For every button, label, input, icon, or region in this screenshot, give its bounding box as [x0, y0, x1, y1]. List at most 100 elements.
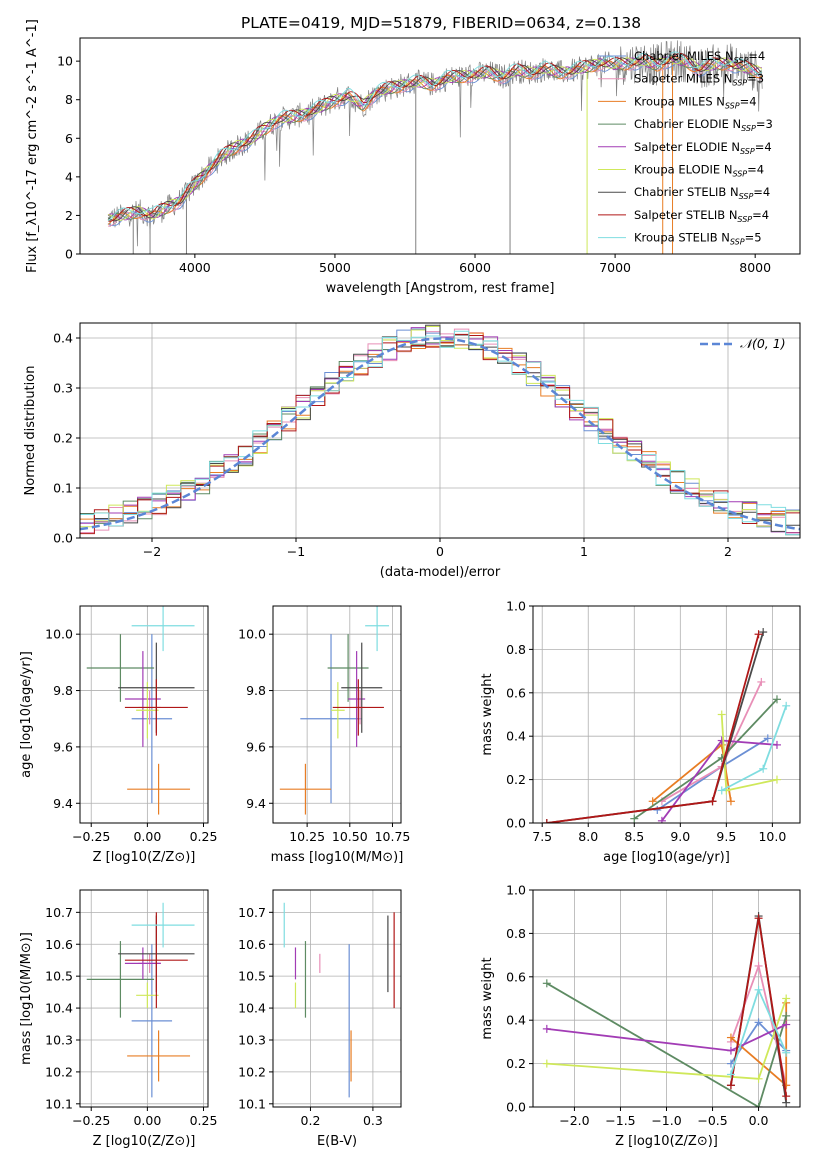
x-tick-label: 0.2: [301, 1113, 321, 1128]
errorbar-point: [365, 606, 390, 652]
x-tick-label: −1.5: [605, 1113, 635, 1128]
x-tick-label: 10.75: [375, 829, 411, 844]
mass-weight-marker: [754, 985, 763, 994]
legend-entry: Chabrier MILES NSSP=4: [634, 49, 765, 65]
x-tick-label: −2: [143, 544, 161, 559]
y-axis-label: mass [log10(M/M⊙)]: [19, 932, 34, 1065]
y-tick-label: 0: [65, 247, 73, 262]
x-axis-label: (data-model)/error: [380, 565, 501, 580]
errorbar-point: [131, 606, 195, 652]
panel-massweight_vs_age: 7.5 8.0 8.5 9.0 9.5 10.0 0.0 0.2 0.4 0.6 0.8 1.0 age…: [480, 599, 801, 865]
mass-weight-marker: [782, 1020, 791, 1029]
mass-weight-marker: [726, 1033, 735, 1042]
plot-area: [86, 606, 195, 815]
plot-area: [107, 40, 763, 254]
plot-area: [542, 628, 791, 823]
mass-weight-marker: [782, 994, 791, 1003]
y-tick-label: 10.3: [238, 1032, 266, 1047]
x-tick-label: 0.00: [133, 1113, 161, 1128]
x-tick-label: 7.5: [532, 829, 552, 844]
mass-weight-marker: [726, 1046, 735, 1055]
axes-frame: [272, 889, 402, 1108]
y-tick-label: 10.7: [45, 905, 73, 920]
axes-frame: [79, 605, 209, 824]
mass-weight-marker: [757, 677, 766, 686]
mass-weight-line: [652, 743, 732, 802]
errorbar-point: [131, 634, 173, 804]
panel-age_vs_mass: 10.25 10.50 10.75 9.4 9.6 9.8 10.0 mass [log10(…: [238, 605, 411, 865]
x-tick-label: 0.25: [190, 829, 218, 844]
errorbar-point: [300, 634, 362, 804]
y-axis-label: Flux [f_λ10^-17 erg cm^-2 s^-1 A^-1]: [25, 19, 40, 273]
y-tick-label: 9.4: [53, 796, 73, 811]
legend-entry: 𝒩(0, 1): [740, 336, 786, 351]
y-tick-label: 0.8: [506, 642, 526, 657]
plot-area: [542, 912, 791, 1107]
y-tick-label: 1.0: [506, 599, 526, 614]
mass-weight-marker: [542, 1059, 551, 1068]
mass-weight-marker: [754, 914, 763, 923]
mass-weight-marker: [754, 961, 763, 970]
mass-weight-marker: [657, 816, 666, 823]
x-tick-label: −1.0: [651, 1113, 681, 1128]
legend-entry: Salpeter MILES NSSP=3: [634, 72, 764, 88]
model-fit-line: [107, 56, 762, 221]
panel-mass_vs_Z: −0.25 0.00 0.25 10.1 10.2 10.3 10.4 10.5 10.6 10.…: [19, 889, 217, 1149]
panel-mass_vs_ebv: 0.2 0.3 10.1 10.2 10.3 10.4 10.5 10.6 10.7 E(B-V): [238, 889, 402, 1149]
y-tick-label: 10.0: [238, 627, 266, 642]
mass-weight-marker: [542, 1024, 551, 1033]
errorbar-point: [348, 651, 366, 747]
x-tick-label: 8.0: [578, 829, 598, 844]
y-tick-label: 9.4: [246, 796, 266, 811]
errorbar-point: [279, 763, 332, 815]
plot-area: [80, 324, 800, 538]
y-tick-label: 10.5: [45, 969, 73, 984]
y-axis-label: age [log10(age/yr)]: [19, 651, 34, 778]
errorbar-point: [124, 679, 188, 736]
y-tick-label: 10: [57, 54, 73, 69]
errorbar-point: [136, 982, 159, 1009]
mass-weight-marker: [754, 1103, 763, 1107]
y-axis-label: mass weight: [480, 957, 495, 1039]
mass-weight-marker: [717, 736, 726, 745]
errorbar-point: [86, 941, 155, 1018]
legend-entry: Salpeter ELODIE NSSP=4: [634, 140, 772, 156]
mass-weight-marker: [782, 1011, 791, 1020]
axes-frame: [532, 605, 801, 824]
legend-entry: Kroupa STELIB NSSP=5: [634, 231, 762, 247]
y-tick-label: 4: [65, 169, 73, 184]
errorbar-point: [127, 763, 191, 815]
y-tick-label: 0.4: [506, 1013, 526, 1028]
x-axis-label: age [log10(age/yr)]: [603, 850, 730, 865]
y-tick-label: 0.1: [53, 481, 73, 496]
mass-weight-marker: [754, 1074, 763, 1083]
y-tick-label: 10.3: [45, 1032, 73, 1047]
mass-weight-marker: [754, 1018, 763, 1027]
y-tick-label: 0.0: [53, 531, 73, 546]
y-tick-label: 0.3: [53, 381, 73, 396]
y-tick-label: 2: [65, 208, 73, 223]
x-tick-label: −2.0: [559, 1113, 589, 1128]
mass-weight-marker: [630, 814, 639, 823]
y-tick-label: 0.2: [53, 431, 73, 446]
x-tick-label: −0.25: [72, 1113, 110, 1128]
y-tick-label: 0.6: [506, 969, 526, 984]
y-tick-label: 0.8: [506, 926, 526, 941]
y-tick-label: 10.6: [45, 937, 73, 952]
errorbar-point: [341, 642, 383, 733]
y-axis-label: mass weight: [480, 673, 495, 755]
errorbar-point: [124, 947, 161, 980]
x-tick-label: 10.50: [332, 829, 368, 844]
errorbar-point: [131, 944, 173, 1098]
y-tick-label: 0.2: [506, 1056, 526, 1071]
errorbar-point: [124, 651, 161, 747]
x-tick-label: 8.5: [624, 829, 644, 844]
mass-weight-marker: [717, 710, 726, 719]
errorbar-point: [131, 902, 195, 948]
mass-weight-marker: [782, 1092, 791, 1101]
mass-weight-marker: [726, 1081, 735, 1090]
y-tick-label: 0.2: [506, 772, 526, 787]
y-tick-label: 10.2: [238, 1064, 266, 1079]
x-tick-label: 10.0: [758, 829, 786, 844]
